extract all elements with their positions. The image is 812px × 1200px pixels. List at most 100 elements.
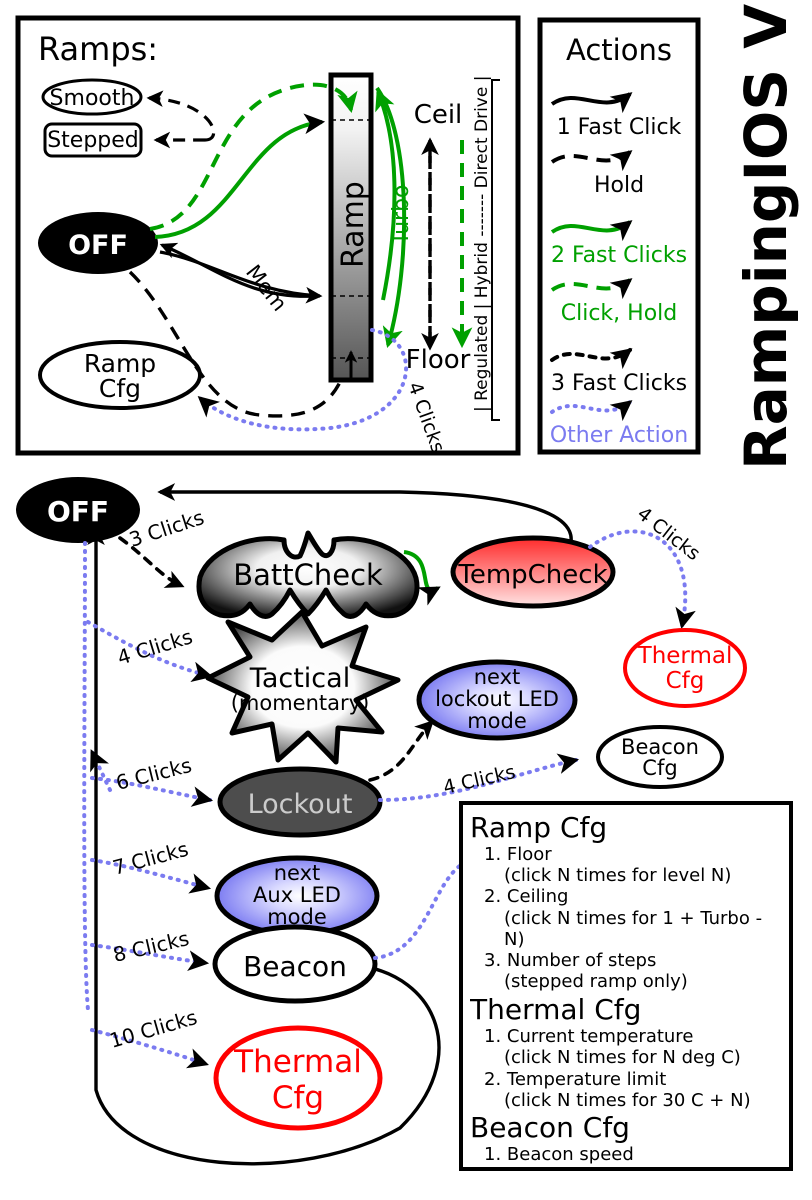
action-item-click-hold: Click, Hold: [550, 278, 677, 326]
node-battcheck[interactable]: BattCheck: [196, 530, 420, 619]
action-line-solid-black: [550, 92, 633, 114]
action-line-dashed-green: [550, 278, 633, 300]
cfg-item-thermal-1-note: (click N times for N deg C): [504, 1047, 741, 1069]
cfg-item-thermal-2-text: Temperature limit: [506, 1068, 667, 1090]
node-off-ramps-label: OFF: [68, 230, 128, 261]
ramps-panel: Ramps: Ramp Smooth Stepped OFF: [15, 15, 521, 456]
page-title: RampingIOS V3: [732, 0, 800, 470]
axis-label-ceil: Ceil: [414, 100, 463, 130]
action-item-3-fast-clicks: 3 Fast Clicks: [550, 348, 687, 396]
node-ramp-cfg[interactable]: Ramp Cfg: [38, 340, 202, 410]
node-off-ramps[interactable]: OFF: [38, 212, 158, 274]
edge-four-clicks-to-ramp-cfg: [197, 328, 409, 432]
edge-turbo-up: [375, 89, 397, 301]
node-beacon-label: Beacon: [243, 950, 347, 983]
node-beacon-cfg[interactable]: Beacon Cfg: [596, 725, 724, 789]
edge-off-blue-spine: [82, 541, 90, 1012]
cfg-item-thermal-1-num: 1.: [484, 1026, 502, 1048]
edge-lockout-return-up: [90, 749, 112, 792]
cfg-item-ramp-3-num: 3.: [484, 950, 502, 972]
edge-off-to-ceiling-green-dashed: [149, 82, 358, 231]
action-line-solid-green: [550, 220, 633, 242]
axis-label-floor: Floor: [406, 345, 471, 375]
node-off-state-shape: [16, 477, 140, 543]
edge-label-four-clicks: 4 Clicks: [403, 379, 449, 455]
node-stepped[interactable]: Stepped: [43, 122, 143, 158]
edge-to-smooth: [146, 90, 216, 142]
node-lockout-label: Lockout: [248, 789, 353, 820]
node-battcheck-label: BattCheck: [233, 558, 383, 592]
cfg-item-ramp-3: 3. Number of steps (stepped ramp only): [470, 950, 786, 992]
action-item-1-fast-click: 1 Fast Click: [550, 92, 682, 140]
cfg-heading-ramp: Ramp Cfg: [470, 811, 608, 844]
action-line-short-dashed-black: [550, 348, 633, 370]
cfg-item-ramp-2-num: 2.: [484, 886, 502, 908]
cfg-item-ramp-1-title: 1. Floor: [484, 844, 786, 865]
ceil-floor-axis: Ceil Floor: [406, 100, 473, 375]
cfg-item-ramp-1-num: 1.: [484, 844, 502, 865]
edge-off-to-battcheck: [118, 536, 185, 588]
node-stepped-shape: [43, 122, 143, 158]
action-item-2-fast-clicks: 2 Fast Clicks: [550, 220, 687, 268]
edge-label-mem: Mem: [241, 260, 292, 315]
node-ramp-cfg-label2: Cfg: [99, 374, 141, 403]
node-tempcheck-shape: [450, 535, 616, 609]
node-smooth[interactable]: Smooth: [41, 78, 143, 116]
cfg-reference-panel: [459, 801, 793, 1171]
node-ramp-cfg-label1: Ramp: [84, 349, 156, 378]
node-smooth-label: Smooth: [50, 86, 135, 111]
edge-off-hold-to-floor: [128, 270, 344, 418]
cfg-heading-thermal: Thermal Cfg: [470, 992, 642, 1026]
side-scale: | Regulated | Hybrid ------- Direct Driv…: [472, 76, 500, 421]
edge-off-to-lockout: [90, 776, 214, 807]
action-label-hold: Hold: [594, 173, 644, 198]
ramps-panel-border: [15, 15, 521, 456]
action-line-dashed-black: [550, 150, 633, 172]
edge-off-to-ramp-green-solid: [154, 113, 326, 239]
node-beacon[interactable]: Beacon: [212, 924, 378, 1004]
actions-panel-heading: Actions: [566, 33, 672, 67]
cfg-item-beacon-1: 1. Beacon speed (click N times for N sec…: [470, 1144, 786, 1166]
cfg-item-ramp-1-note: (click N times for level N): [504, 865, 732, 887]
node-tempcheck[interactable]: TempCheck: [450, 535, 616, 609]
cfg-item-beacon-1-text: Beacon speed: [506, 1144, 634, 1166]
edge-label-turbo: Turbo: [389, 184, 414, 246]
node-thermal-cfg-top[interactable]: Thermal Cfg: [623, 628, 747, 708]
node-tactical[interactable]: Tactical (momentary): [205, 609, 401, 765]
cfg-item-ramp-1: 1. Floor (click N times for level N): [470, 844, 786, 886]
cfg-item-ramp-2-title: 2. Ceiling: [484, 886, 786, 907]
ramps-panel-heading: Ramps:: [38, 30, 158, 68]
edge-battcheck-to-tempcheck: [403, 550, 441, 606]
node-thermal-cfg-bottom[interactable]: Thermal Cfg: [213, 1025, 383, 1131]
cfg-item-ramp-3-title: 3. Number of steps: [484, 950, 786, 971]
node-smooth-shape: [41, 78, 143, 116]
action-item-hold: Hold: [550, 150, 644, 198]
node-tempcheck-label: TempCheck: [457, 560, 607, 590]
cfg-item-ramp-1-text: Floor: [506, 844, 552, 865]
cfg-item-beacon-1-num: 1.: [484, 1144, 502, 1166]
action-line-dotted-blue: [550, 400, 633, 422]
cfg-item-thermal-2-title: 2. Temperature limit: [484, 1069, 786, 1090]
ramp-bar[interactable]: Ramp: [328, 72, 375, 383]
cfg-heading-beacon: Beacon Cfg: [470, 1110, 630, 1144]
node-next-aux-led-mode-label1: next: [274, 861, 321, 885]
node-thermal-cfg-bottom-shape: [213, 1025, 383, 1131]
node-next-aux-led-mode[interactable]: next Aux LED mode: [214, 855, 380, 937]
node-lockout[interactable]: Lockout: [217, 766, 383, 838]
cfg-item-beacon-1-title: 1. Beacon speed: [484, 1144, 786, 1165]
edge-off-to-next-aux-led: [90, 858, 212, 894]
cfg-item-ramp-2-text: Ceiling: [506, 886, 569, 908]
node-off-state[interactable]: OFF: [16, 477, 140, 543]
cfg-item-thermal-1: 1. Current temperature (click N times fo…: [470, 1026, 786, 1068]
node-thermal-cfg-top-shape: [623, 628, 747, 708]
edge-off-to-thermal-cfg: [90, 1028, 209, 1069]
node-next-lockout-led-mode[interactable]: next lockout LED mode: [416, 659, 578, 741]
node-tactical-label1: Tactical: [249, 663, 350, 694]
action-label-1-fast-click: 1 Fast Click: [557, 115, 682, 140]
cfg-item-ramp-3-text: Number of steps: [506, 950, 657, 972]
side-scale-label: | Regulated | Hybrid ------- Direct Driv…: [472, 76, 492, 412]
cfg-item-thermal-1-title: 1. Current temperature: [484, 1026, 786, 1047]
node-next-lockout-led-mode-label3: mode: [467, 709, 527, 733]
node-next-lockout-led-mode-shape: [416, 659, 578, 741]
